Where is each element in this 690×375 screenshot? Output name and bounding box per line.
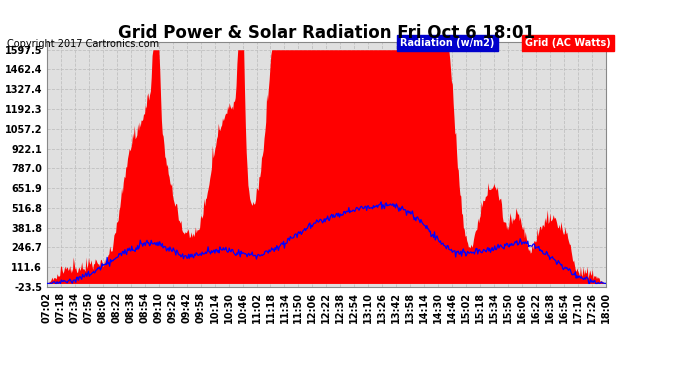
Title: Grid Power & Solar Radiation Fri Oct 6 18:01: Grid Power & Solar Radiation Fri Oct 6 1… — [118, 24, 535, 42]
Text: Copyright 2017 Cartronics.com: Copyright 2017 Cartronics.com — [7, 39, 159, 50]
Text: Radiation (w/m2): Radiation (w/m2) — [400, 38, 495, 48]
Text: Grid (AC Watts): Grid (AC Watts) — [525, 38, 611, 48]
